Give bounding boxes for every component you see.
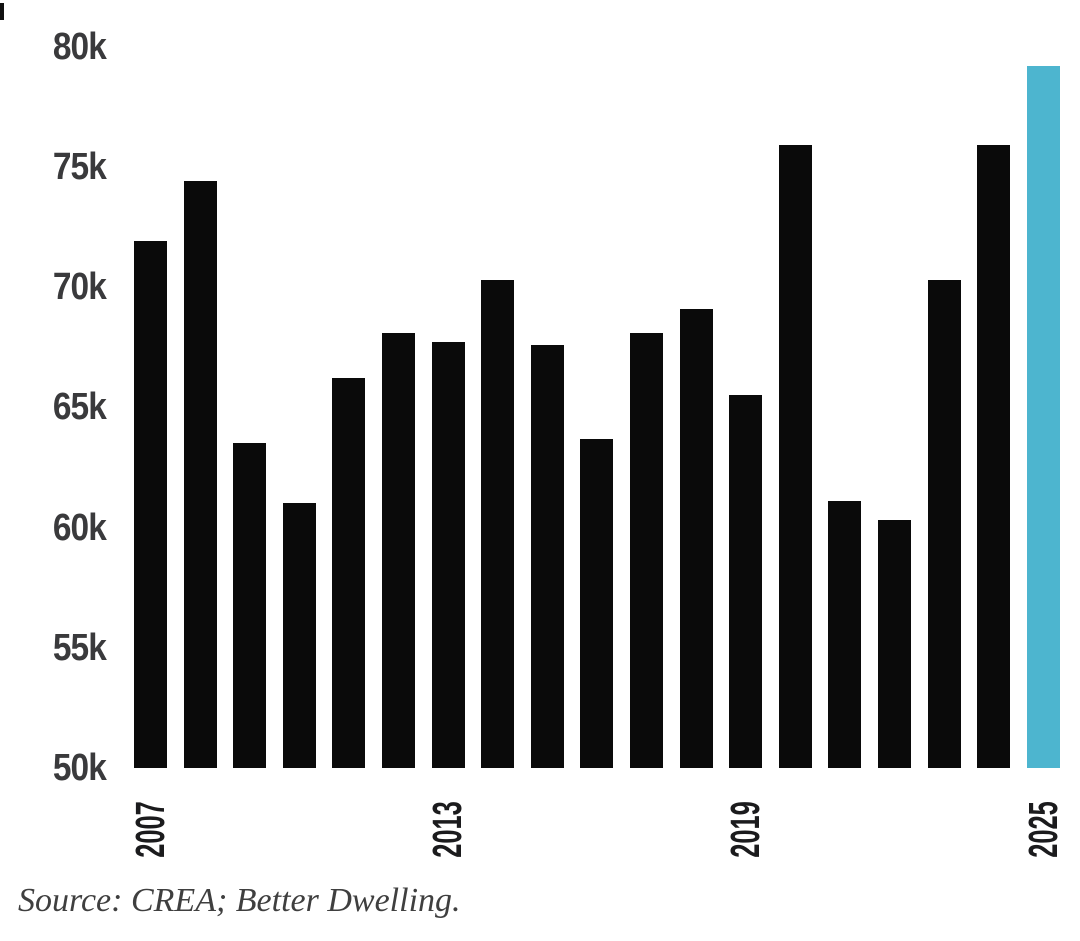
bar-2016 bbox=[580, 438, 614, 768]
bar-2010 bbox=[282, 503, 316, 768]
bar-2014 bbox=[481, 279, 515, 768]
bar-2023 bbox=[927, 279, 961, 768]
bar-2020 bbox=[778, 145, 812, 768]
bar-2007 bbox=[134, 241, 167, 768]
bar-2022 bbox=[878, 520, 911, 768]
y-axis-label-75k: 75k bbox=[52, 145, 107, 188]
source-note: Source: CREA; Better Dwelling. bbox=[18, 882, 461, 919]
x-axis-label-text: 2025 bbox=[1019, 800, 1066, 858]
bar-2012 bbox=[382, 332, 415, 768]
bar-2025 bbox=[1026, 65, 1060, 768]
y-axis-label-80k: 80k bbox=[52, 25, 107, 68]
x-axis-label-2025: 2025 bbox=[1008, 793, 1078, 865]
bar-2017 bbox=[630, 332, 663, 768]
bar-2013 bbox=[431, 342, 465, 768]
x-axis-label-2013: 2013 bbox=[413, 793, 483, 865]
y-axis-label-55k: 55k bbox=[52, 626, 107, 669]
x-axis-label-2019: 2019 bbox=[711, 793, 781, 865]
y-axis-label-50k: 50k bbox=[52, 747, 107, 789]
bar-2015 bbox=[530, 344, 564, 768]
bar-2008 bbox=[183, 181, 217, 768]
left-edge-artifact bbox=[0, 3, 4, 20]
bar-2009 bbox=[233, 443, 267, 768]
bar-chart-plot-area: 80k 75k 70k 65k 60k 55k 50k 2007 2013 2019 2025 bbox=[52, 25, 1078, 865]
x-axis-label-text: 2019 bbox=[722, 800, 769, 858]
y-axis-label-65k: 65k bbox=[52, 386, 107, 429]
bar-2011 bbox=[332, 378, 366, 768]
y-axis-label-60k: 60k bbox=[52, 506, 107, 549]
x-axis-label-text: 2007 bbox=[127, 800, 173, 858]
x-axis-label-2007: 2007 bbox=[116, 793, 186, 865]
bar-2024 bbox=[977, 145, 1011, 768]
bar-2019 bbox=[729, 395, 763, 768]
bar-2018 bbox=[679, 308, 713, 768]
bar-2021 bbox=[828, 501, 862, 768]
y-axis-label-70k: 70k bbox=[52, 266, 107, 308]
x-axis-label-text: 2013 bbox=[424, 800, 471, 858]
